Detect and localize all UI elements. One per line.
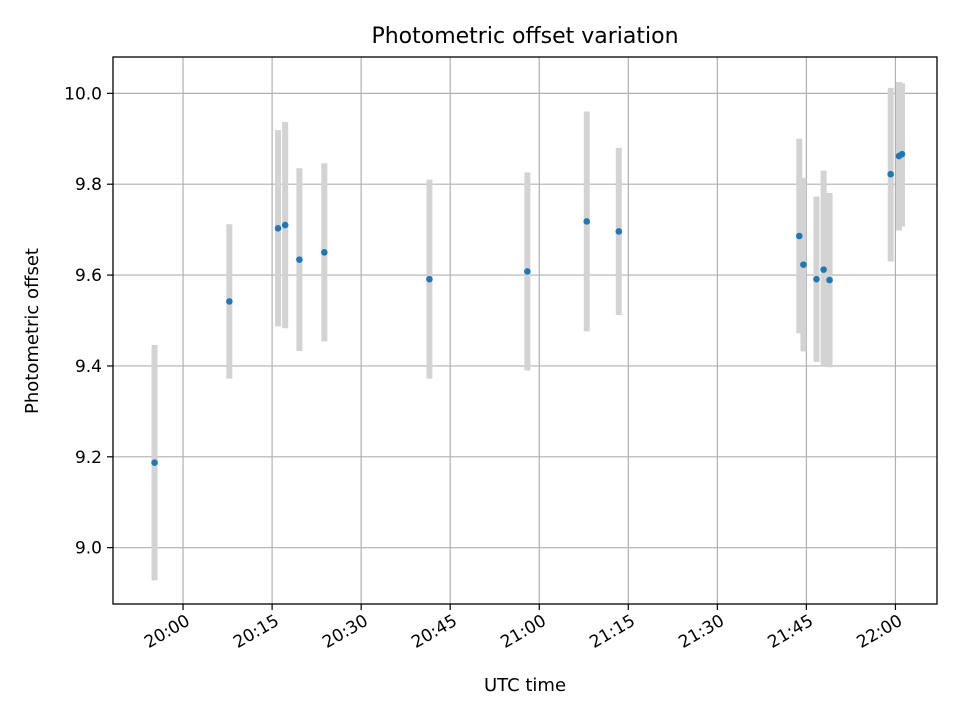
data-point bbox=[281, 221, 289, 229]
chart-title: Photometric offset variation bbox=[371, 24, 678, 49]
y-tick-label: 9.6 bbox=[75, 266, 102, 286]
data-point bbox=[321, 249, 328, 256]
data-point bbox=[898, 150, 906, 158]
data-point bbox=[426, 275, 433, 283]
data-point bbox=[820, 266, 827, 273]
data-point bbox=[615, 228, 623, 235]
data-point bbox=[296, 256, 303, 263]
data-point bbox=[800, 261, 807, 268]
data-point bbox=[524, 268, 531, 275]
y-axis-title: Photometric offset bbox=[22, 248, 43, 414]
data-point bbox=[826, 276, 833, 284]
data-point bbox=[795, 232, 803, 240]
y-tick-label: 9.0 bbox=[75, 539, 102, 559]
data-point bbox=[226, 298, 233, 305]
data-point bbox=[813, 275, 820, 283]
data-point bbox=[274, 224, 282, 232]
plot-frame bbox=[112, 56, 938, 605]
data-point bbox=[583, 218, 591, 225]
data-point bbox=[887, 170, 894, 178]
data-point bbox=[151, 459, 158, 467]
y-tick-label: 9.2 bbox=[75, 448, 102, 468]
x-axis-title: UTC time bbox=[484, 675, 566, 696]
y-tick-label: 10.0 bbox=[64, 84, 102, 104]
data-points bbox=[151, 150, 906, 467]
y-tick-label: 9.4 bbox=[75, 357, 102, 377]
y-tick-label: 9.8 bbox=[75, 175, 102, 195]
